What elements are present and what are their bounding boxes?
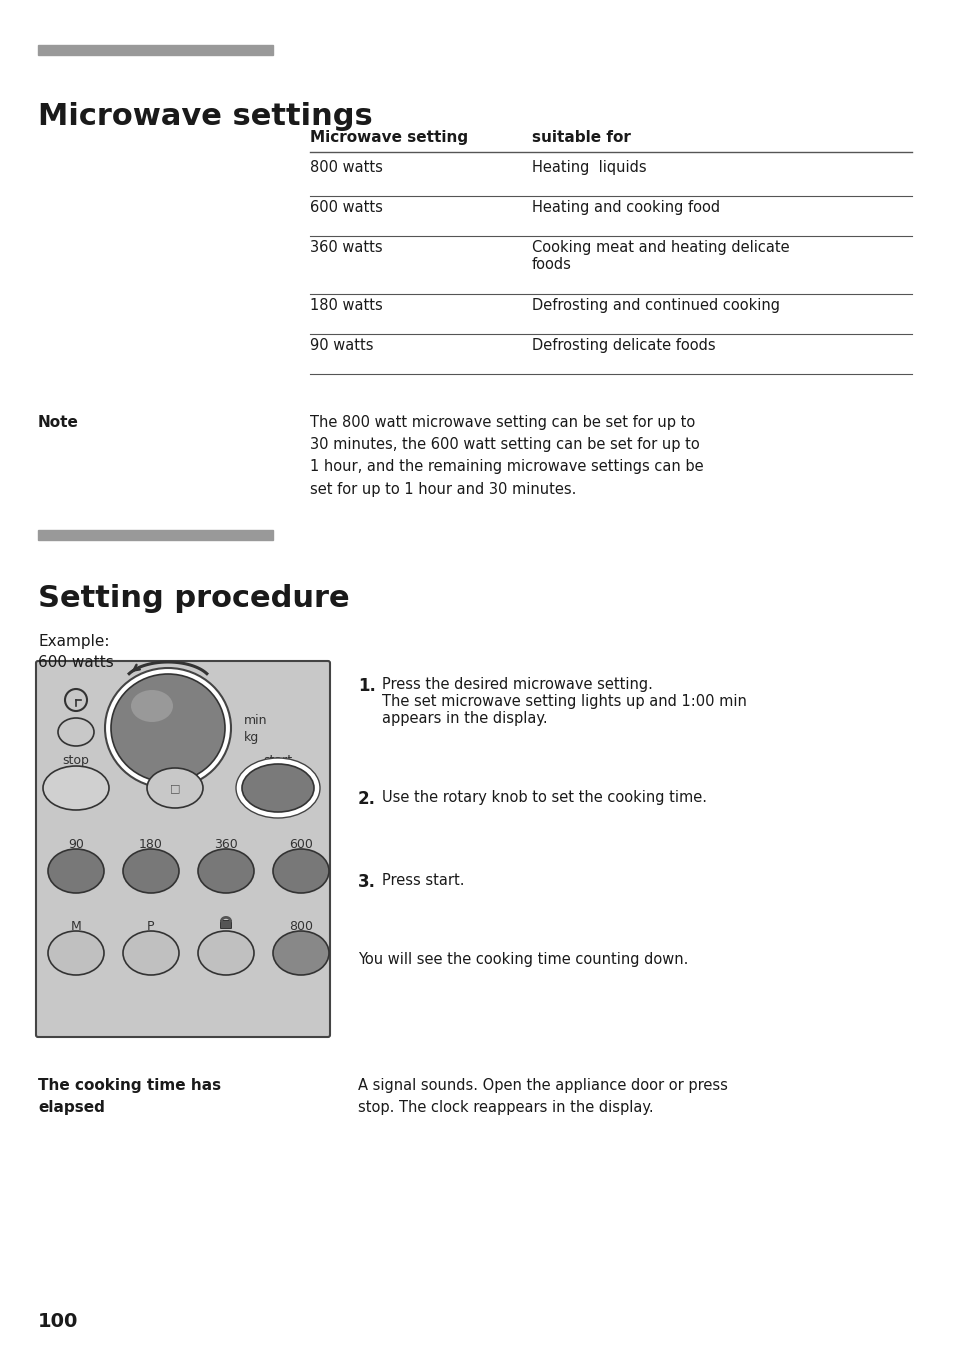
Text: The cooking time has
elapsed: The cooking time has elapsed bbox=[38, 1078, 221, 1115]
Text: 180 watts: 180 watts bbox=[310, 297, 382, 314]
Ellipse shape bbox=[48, 932, 104, 975]
Text: Microwave setting: Microwave setting bbox=[310, 130, 468, 145]
Text: 800 watts: 800 watts bbox=[310, 160, 382, 174]
Text: 3.: 3. bbox=[357, 873, 375, 891]
Ellipse shape bbox=[242, 764, 314, 813]
Ellipse shape bbox=[123, 849, 179, 894]
Ellipse shape bbox=[123, 932, 179, 975]
Text: 360: 360 bbox=[213, 838, 237, 850]
Bar bbox=[38, 530, 273, 539]
Text: M: M bbox=[71, 919, 81, 933]
Text: 180: 180 bbox=[139, 838, 163, 850]
Text: 600 watts: 600 watts bbox=[310, 200, 382, 215]
Text: P: P bbox=[147, 919, 154, 933]
Text: suitable for: suitable for bbox=[532, 130, 630, 145]
Text: Cooking meat and heating delicate
foods: Cooking meat and heating delicate foods bbox=[532, 241, 789, 272]
Text: Use the rotary knob to set the cooking time.: Use the rotary knob to set the cooking t… bbox=[381, 790, 706, 804]
Text: 2.: 2. bbox=[357, 790, 375, 808]
Text: Example:
600 watts: Example: 600 watts bbox=[38, 634, 113, 671]
Text: 360 watts: 360 watts bbox=[310, 241, 382, 256]
Ellipse shape bbox=[48, 849, 104, 894]
Ellipse shape bbox=[105, 668, 231, 788]
Text: Heating and cooking food: Heating and cooking food bbox=[532, 200, 720, 215]
Text: The set microwave setting lights up and 1:00 min: The set microwave setting lights up and … bbox=[381, 694, 746, 708]
Text: Note: Note bbox=[38, 415, 79, 430]
Ellipse shape bbox=[111, 675, 225, 781]
Text: Press start.: Press start. bbox=[381, 873, 464, 888]
Text: appears in the display.: appears in the display. bbox=[381, 711, 547, 726]
Text: 90 watts: 90 watts bbox=[310, 338, 374, 353]
Bar bbox=[38, 45, 273, 55]
Text: stop: stop bbox=[63, 754, 90, 767]
Text: min
kg: min kg bbox=[244, 714, 267, 744]
Ellipse shape bbox=[273, 932, 329, 975]
Ellipse shape bbox=[131, 690, 172, 722]
Text: The 800 watt microwave setting can be set for up to
30 minutes, the 600 watt set: The 800 watt microwave setting can be se… bbox=[310, 415, 703, 496]
Text: Defrosting delicate foods: Defrosting delicate foods bbox=[532, 338, 715, 353]
Text: Heating  liquids: Heating liquids bbox=[532, 160, 646, 174]
Text: You will see the cooking time counting down.: You will see the cooking time counting d… bbox=[357, 952, 688, 967]
Ellipse shape bbox=[235, 758, 319, 818]
Ellipse shape bbox=[43, 767, 109, 810]
Text: 100: 100 bbox=[38, 1311, 78, 1330]
FancyBboxPatch shape bbox=[36, 661, 330, 1037]
Text: 800: 800 bbox=[289, 919, 313, 933]
Ellipse shape bbox=[147, 768, 203, 808]
Text: A signal sounds. Open the appliance door or press
stop. The clock reappears in t: A signal sounds. Open the appliance door… bbox=[357, 1078, 727, 1115]
Text: 1.: 1. bbox=[357, 677, 375, 695]
Ellipse shape bbox=[58, 718, 94, 746]
Text: Setting procedure: Setting procedure bbox=[38, 584, 349, 612]
Ellipse shape bbox=[198, 932, 253, 975]
Text: Microwave settings: Microwave settings bbox=[38, 101, 373, 131]
Text: Press the desired microwave setting.: Press the desired microwave setting. bbox=[381, 677, 652, 692]
Text: 90: 90 bbox=[68, 838, 84, 850]
Text: □: □ bbox=[170, 783, 180, 794]
FancyBboxPatch shape bbox=[220, 921, 232, 929]
Text: 600: 600 bbox=[289, 838, 313, 850]
Ellipse shape bbox=[198, 849, 253, 894]
Text: Defrosting and continued cooking: Defrosting and continued cooking bbox=[532, 297, 780, 314]
Ellipse shape bbox=[273, 849, 329, 894]
Text: start: start bbox=[263, 754, 293, 767]
